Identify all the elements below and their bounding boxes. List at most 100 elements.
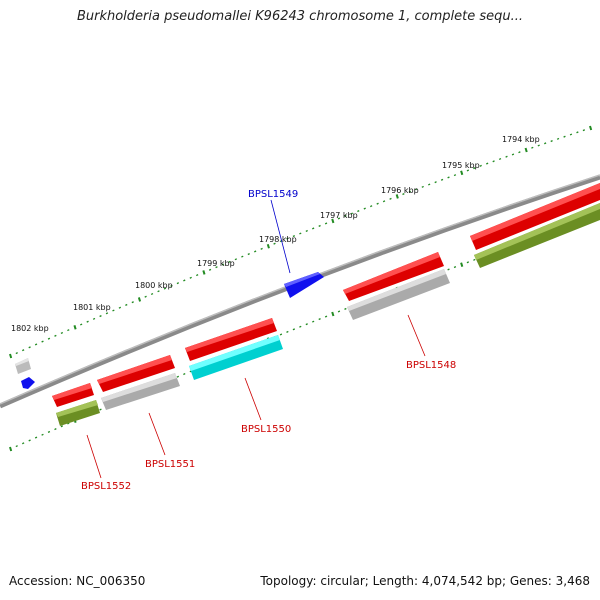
leader-bpsl1550 — [244, 377, 262, 421]
tick-minor — [415, 188, 418, 191]
tick-minor — [485, 162, 489, 165]
tick-minor — [466, 169, 470, 172]
tick-minor — [60, 425, 64, 428]
tick-minor — [54, 428, 57, 431]
gene-red-2[interactable] — [343, 252, 444, 301]
tick-dots-outer — [9, 125, 593, 359]
tick-minor — [537, 144, 540, 147]
tick-minor — [47, 337, 51, 340]
topology-text: Topology: circular; Length: 4,074,542 bp… — [260, 574, 590, 588]
gene-red-3[interactable] — [185, 318, 277, 361]
gene-red-5[interactable] — [52, 383, 94, 407]
label-bpsl1552[interactable]: BPSL1552 — [81, 481, 131, 492]
tick-major — [9, 446, 13, 452]
tick-minor — [195, 274, 199, 277]
tick-major — [202, 270, 206, 275]
tick-label-1800: 1800 kbp — [135, 281, 173, 290]
label-bpsl1549[interactable]: BPSL1549 — [248, 189, 298, 200]
tick-minor — [318, 224, 321, 227]
tick-major — [395, 194, 399, 199]
tick-minor — [305, 229, 308, 233]
tick-minor — [34, 343, 38, 346]
tick-major — [460, 262, 464, 267]
tick-minor — [421, 185, 424, 188]
tick-minor — [453, 174, 457, 177]
tick-label-1797: 1797 kbp — [320, 211, 358, 220]
tick-minor — [41, 340, 44, 343]
leader-bpsl1551 — [148, 412, 166, 456]
tick-minor — [286, 330, 289, 333]
tick-minor — [292, 234, 296, 238]
tick-minor — [92, 317, 96, 320]
tick-minor — [473, 167, 476, 170]
tick-minor — [118, 306, 122, 309]
tick-minor — [67, 329, 70, 332]
gene-small-left-grey[interactable] — [15, 358, 31, 374]
tick-minor — [215, 266, 218, 269]
label-bpsl1548[interactable]: BPSL1548 — [406, 360, 456, 371]
gene-bpsl1549[interactable] — [284, 272, 324, 298]
gene-grey-1[interactable] — [347, 269, 450, 320]
gene-olive-1[interactable] — [474, 203, 600, 268]
tick-major — [331, 218, 335, 224]
tick-minor — [408, 190, 412, 193]
tick-minor — [311, 227, 315, 230]
tick-minor — [21, 442, 25, 445]
tick-minor — [28, 346, 31, 349]
tick-minor — [337, 310, 341, 313]
gene-grey-2[interactable] — [101, 373, 180, 410]
tick-minor — [440, 178, 444, 181]
tick-minor — [582, 129, 586, 132]
tick-minor — [189, 276, 192, 279]
tick-minor — [183, 279, 186, 282]
tick-minor — [15, 352, 18, 355]
tick-minor — [157, 290, 160, 293]
tick-minor — [324, 315, 328, 318]
tick-minor — [176, 282, 180, 285]
tick-minor — [382, 200, 386, 203]
gene-red-1[interactable] — [470, 183, 600, 250]
tick-minor — [402, 192, 405, 196]
tick-minor — [99, 408, 102, 411]
tick-minor — [376, 202, 379, 205]
tick-major — [524, 147, 528, 153]
gene-olive-2[interactable] — [56, 400, 100, 426]
label-bpsl1550[interactable]: BPSL1550 — [241, 424, 291, 435]
tick-minor — [247, 252, 250, 256]
tick-label-1795: 1795 kbp — [442, 161, 480, 170]
tick-minor — [150, 292, 154, 296]
tick-minor — [79, 323, 83, 326]
tick-minor — [563, 135, 566, 138]
tick-major — [9, 353, 13, 359]
tick-major — [73, 325, 77, 330]
tick-minor — [253, 250, 257, 253]
tick-minor — [170, 284, 173, 287]
leader-bpsl1552 — [86, 434, 102, 479]
tick-major — [460, 170, 464, 176]
gene-small-left-blue[interactable] — [21, 377, 35, 389]
tick-minor — [518, 151, 521, 154]
tick-minor — [344, 214, 347, 218]
tick-minor — [498, 157, 502, 161]
tick-minor — [99, 315, 102, 318]
tick-minor — [543, 142, 547, 145]
tick-minor — [447, 268, 450, 271]
gene-red-4[interactable] — [97, 355, 175, 392]
tick-minor — [279, 240, 283, 243]
tick-minor — [505, 155, 508, 158]
gene-cyan-bpsl1550[interactable] — [189, 335, 283, 380]
tick-minor — [176, 375, 180, 378]
tick-major — [266, 243, 270, 249]
tick-minor — [357, 209, 360, 213]
tick-minor — [221, 263, 225, 266]
label-bpsl1551[interactable]: BPSL1551 — [145, 459, 195, 470]
tick-minor — [47, 430, 51, 433]
tick-minor — [550, 140, 553, 143]
tick-minor — [363, 207, 366, 210]
tick-minor — [15, 445, 18, 448]
tick-minor — [434, 181, 437, 184]
tick-minor — [337, 217, 341, 220]
leader-bpsl1549 — [270, 199, 291, 274]
tick-minor — [447, 176, 450, 179]
tick-minor — [305, 323, 308, 326]
